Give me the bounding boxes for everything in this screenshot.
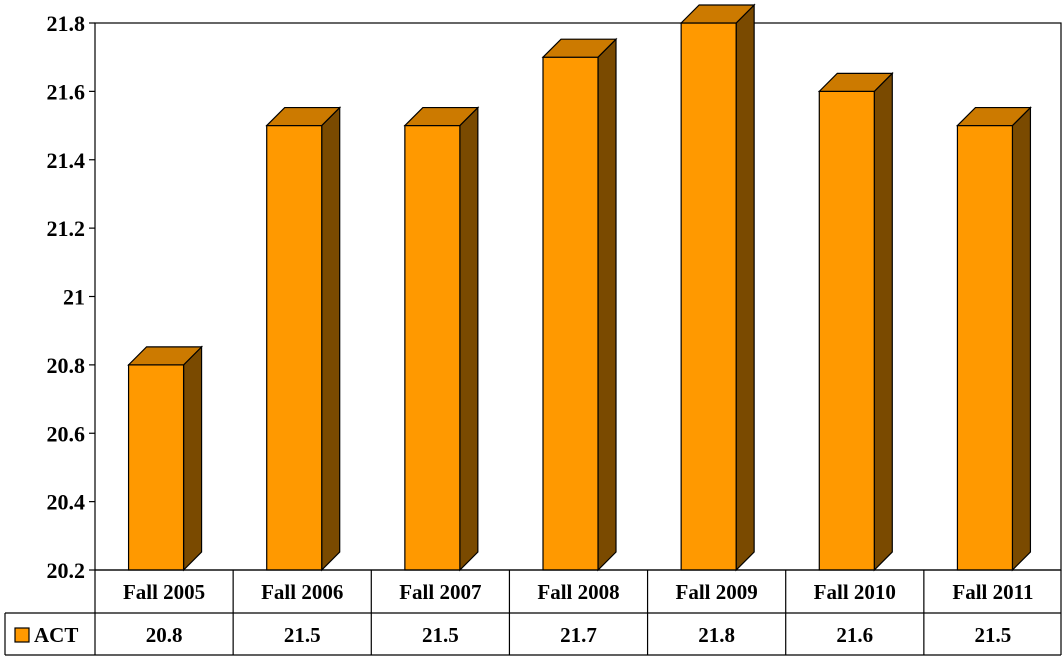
bar-top xyxy=(127,346,204,366)
bar-top xyxy=(403,106,480,127)
bar-side xyxy=(182,345,203,572)
bar-front xyxy=(542,56,599,571)
bar xyxy=(265,106,342,572)
legend-swatch xyxy=(14,627,30,643)
bar-front xyxy=(956,124,1014,571)
y-tick-label: 20.4 xyxy=(47,490,86,515)
bar-top xyxy=(541,38,618,58)
y-tick-label: 21.4 xyxy=(47,148,86,173)
bar-front xyxy=(680,22,737,571)
data-value-label: 21.5 xyxy=(284,623,321,647)
bar xyxy=(127,345,204,572)
bar-front xyxy=(266,124,323,571)
bar-top xyxy=(265,106,342,127)
y-tick-label: 21.8 xyxy=(47,11,86,36)
x-category-label: Fall 2011 xyxy=(952,580,1033,604)
y-tick-label: 20.2 xyxy=(47,558,86,583)
bar-front xyxy=(127,364,185,571)
bar-top xyxy=(817,72,894,92)
bar-top xyxy=(679,4,756,24)
bar-front xyxy=(404,124,461,571)
x-category-label: Fall 2009 xyxy=(676,580,758,604)
data-value-label: 21.6 xyxy=(836,623,873,647)
x-category-label: Fall 2006 xyxy=(261,580,343,604)
bar xyxy=(955,106,1032,572)
data-value-label: 21.5 xyxy=(422,623,459,647)
x-category-label: Fall 2008 xyxy=(537,580,619,604)
y-tick-label: 21.6 xyxy=(47,79,86,104)
data-value-label: 21.8 xyxy=(698,623,735,647)
x-category-label: Fall 2007 xyxy=(399,580,481,604)
bar-side xyxy=(597,37,617,572)
data-value-label: 21.7 xyxy=(560,623,597,647)
bar xyxy=(679,3,756,572)
bar-side xyxy=(459,106,479,572)
data-table: Fall 2005 20.8 Fall 2006 21.5 Fall 2007 21.5 F… xyxy=(4,569,1062,656)
bar-side xyxy=(735,3,755,572)
y-tick-label: 20.6 xyxy=(47,421,86,446)
x-category-label: Fall 2010 xyxy=(814,580,896,604)
bar xyxy=(817,71,894,572)
data-value-label: 21.5 xyxy=(975,623,1012,647)
bar xyxy=(403,106,480,572)
bar-side xyxy=(321,106,341,572)
data-value-label: 20.8 xyxy=(146,623,183,647)
bar xyxy=(541,37,618,572)
y-tick-label: 21 xyxy=(63,285,85,310)
bar-side xyxy=(1011,106,1032,572)
y-tick-label: 21.2 xyxy=(47,216,86,241)
y-tick-label: 20.8 xyxy=(47,353,86,378)
bar-side xyxy=(873,71,893,572)
bar-front xyxy=(818,90,875,571)
legend-series-name: ACT xyxy=(34,623,78,647)
bar-top xyxy=(955,106,1032,127)
bars xyxy=(127,3,1032,572)
x-category-label: Fall 2005 xyxy=(123,580,205,604)
y-axis: 20.2 20.4 20.6 20.8 21 21.2 21.4 21.6 21.8 xyxy=(47,11,95,583)
